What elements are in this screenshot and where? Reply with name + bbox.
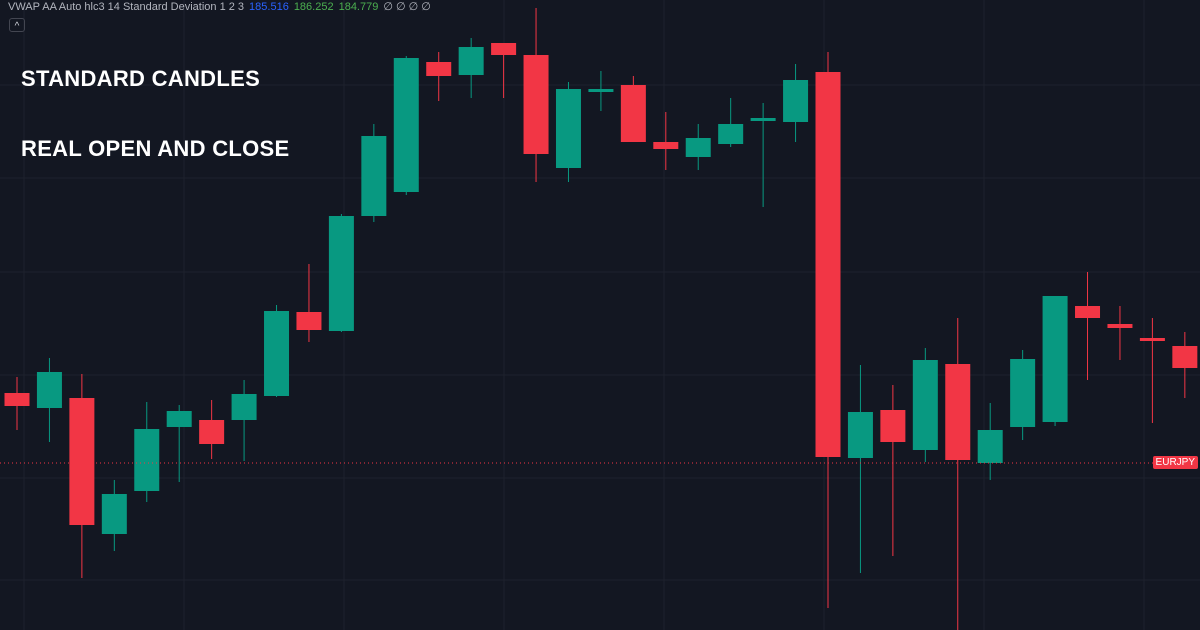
candle-body	[393, 58, 419, 192]
indicator-legend: VWAP AA Auto hlc3 14 Standard Deviation …	[8, 0, 436, 13]
candle-body	[523, 55, 549, 154]
candle-body	[783, 80, 809, 122]
candle-body	[1172, 346, 1198, 368]
candle-body	[36, 372, 62, 408]
candle-body	[750, 118, 776, 121]
price-tag: EURJPY	[1152, 456, 1198, 469]
candle-body	[199, 420, 225, 444]
candle-body	[1107, 324, 1133, 328]
indicator-value: 186.252	[293, 1, 334, 13]
candle-body	[588, 89, 614, 92]
candle-body	[134, 429, 160, 491]
candle-body	[847, 412, 873, 458]
annotation: REAL OPEN AND CLOSE	[21, 136, 290, 161]
candle-body	[231, 394, 257, 420]
candle-body	[4, 393, 30, 406]
candle-body	[166, 411, 192, 427]
candle-body	[296, 312, 322, 330]
candle-body	[264, 311, 290, 396]
candle-body	[69, 398, 95, 525]
indicator-value: 184.779	[338, 1, 379, 13]
candle-body	[458, 47, 484, 75]
candle-body	[912, 360, 938, 450]
candle-body	[1010, 359, 1036, 427]
candle-body	[685, 138, 711, 157]
candle-body	[101, 494, 127, 534]
candle-body	[880, 410, 906, 442]
indicator-value: 185.516	[249, 1, 289, 13]
indicator-name: VWAP AA Auto hlc3 14 Standard Deviation …	[8, 1, 245, 13]
candle-body	[718, 124, 744, 144]
candle-body	[555, 89, 581, 168]
candle-body	[653, 142, 679, 149]
candle-body	[1075, 306, 1101, 318]
candle-body	[361, 136, 387, 216]
candle-body	[1042, 296, 1068, 422]
candle-body	[426, 62, 452, 76]
candle-body	[328, 216, 354, 331]
candle-body	[945, 364, 971, 460]
indicator-tail: ∅ ∅ ∅ ∅	[383, 1, 431, 13]
candle-body	[620, 85, 646, 142]
candle-body	[1139, 338, 1165, 341]
collapse-button[interactable]: ^	[9, 18, 25, 32]
candle-body	[977, 430, 1003, 463]
candle-body	[491, 43, 517, 55]
annotation: STANDARD CANDLES	[21, 66, 261, 91]
candle-body	[815, 72, 841, 457]
